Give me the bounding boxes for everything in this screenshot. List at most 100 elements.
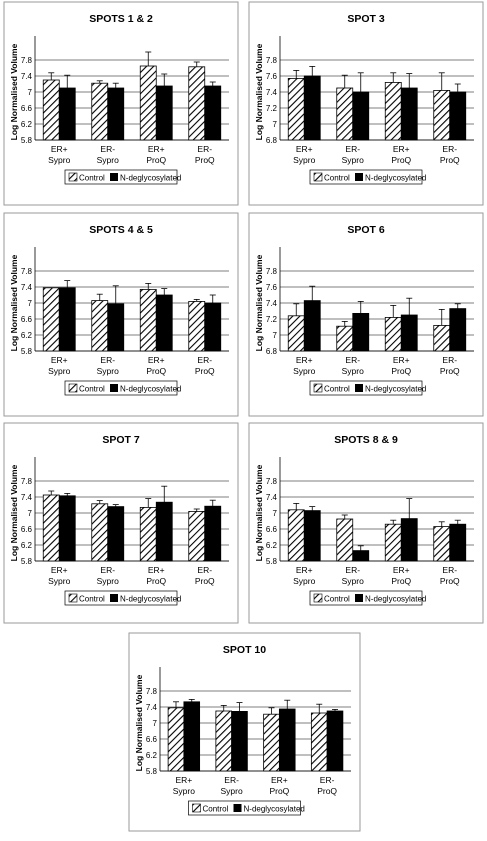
- control-bar: [384, 316, 402, 352]
- legend-label-control: Control: [324, 174, 350, 183]
- x-tick-label: Sypro: [293, 366, 315, 376]
- y-tick-label: 6.2: [146, 751, 158, 760]
- x-tick-label: Sypro: [293, 576, 315, 586]
- x-tick-label: ER+: [393, 144, 410, 154]
- legend-swatch-deglyco: [110, 173, 118, 181]
- deglyco-bar: [155, 294, 173, 352]
- y-axis-label: Log Normalised Volume: [254, 254, 264, 351]
- x-tick-label: ER+: [51, 565, 68, 575]
- y-tick-label: 7.4: [266, 299, 278, 308]
- y-tick-label: 7.8: [21, 267, 33, 276]
- x-tick-label: Sypro: [342, 366, 364, 376]
- legend-swatch-deglyco: [355, 384, 363, 392]
- control-bar: [188, 510, 206, 562]
- y-axis-label: Log Normalised Volume: [134, 674, 144, 771]
- control-bar: [263, 713, 280, 772]
- legend-label-control: Control: [79, 595, 105, 604]
- y-tick-label: 7: [273, 120, 278, 129]
- legend-swatch-control: [68, 383, 78, 393]
- x-tick-label: ProQ: [195, 155, 215, 165]
- deglyco-bar: [352, 312, 370, 352]
- deglyco-bar: [352, 91, 370, 141]
- legend-box: [309, 169, 423, 185]
- chart-title: SPOT 3: [347, 13, 385, 25]
- legend-swatch-control: [68, 172, 78, 182]
- y-tick-label: 6.8: [266, 347, 278, 356]
- x-tick-label: ER+: [271, 775, 288, 785]
- deglyco-bar: [449, 308, 467, 352]
- control-bar: [188, 300, 206, 352]
- legend-label-deglyco: N-deglycosylated: [244, 805, 305, 814]
- y-tick-label: 7: [28, 88, 33, 97]
- x-tick-label: Sypro: [48, 366, 70, 376]
- deglyco-bar: [204, 505, 222, 562]
- y-tick-label: 5.8: [21, 557, 33, 566]
- x-tick-label: ProQ: [391, 155, 411, 165]
- deglyco-bar: [107, 303, 125, 352]
- y-tick-label: 6.6: [21, 104, 33, 113]
- legend-label-control: Control: [79, 385, 105, 394]
- x-tick-label: ProQ: [440, 155, 460, 165]
- y-tick-label: 6.6: [146, 735, 158, 744]
- legend-label-control: Control: [324, 385, 350, 394]
- x-tick-label: ER-: [442, 355, 457, 365]
- x-tick-label: ProQ: [317, 786, 337, 796]
- control-bar: [188, 66, 206, 141]
- deglyco-bar: [231, 711, 248, 772]
- x-tick-label: ER-: [197, 144, 212, 154]
- legend-swatch-deglyco: [355, 594, 363, 602]
- legend-label-control: Control: [203, 805, 229, 814]
- legend-swatch-control: [313, 383, 323, 393]
- x-tick-label: ER-: [442, 144, 457, 154]
- legend-box: [64, 590, 178, 606]
- y-axis-label: Log Normalised Volume: [9, 43, 19, 140]
- y-tick-label: 7.8: [266, 267, 278, 276]
- control-bar: [287, 78, 305, 141]
- control-bar: [433, 526, 451, 562]
- deglyco-bar: [107, 506, 125, 562]
- legend-label-deglyco: N-deglycosylated: [120, 595, 181, 604]
- legend-box: [64, 380, 178, 396]
- control-bar: [336, 325, 354, 352]
- y-tick-label: 6.2: [21, 120, 33, 129]
- legend-label-deglyco: N-deglycosylated: [365, 174, 426, 183]
- control-bar: [42, 494, 60, 562]
- deglyco-bar: [449, 91, 467, 141]
- x-tick-label: Sypro: [293, 155, 315, 165]
- deglyco-bar: [303, 75, 321, 141]
- control-bar: [42, 79, 60, 141]
- control-bar: [91, 300, 109, 352]
- x-tick-label: Sypro: [97, 576, 119, 586]
- legend-label-control: Control: [79, 174, 105, 183]
- y-axis-label: Log Normalised Volume: [254, 43, 264, 140]
- chart-title: SPOT 10: [223, 644, 266, 656]
- x-tick-label: Sypro: [97, 155, 119, 165]
- control-bar: [42, 287, 60, 352]
- control-bar: [139, 65, 157, 141]
- x-tick-label: ER-: [100, 355, 115, 365]
- x-tick-label: ProQ: [146, 155, 166, 165]
- deglyco-bar: [400, 87, 418, 141]
- chart-title: SPOT 6: [347, 224, 385, 236]
- x-tick-label: ER-: [224, 775, 239, 785]
- x-tick-label: ProQ: [440, 366, 460, 376]
- x-tick-label: ER-: [100, 565, 115, 575]
- y-tick-label: 7.4: [21, 493, 33, 502]
- control-bar: [336, 87, 354, 141]
- x-tick-label: Sypro: [48, 576, 70, 586]
- deglyco-bar: [352, 550, 370, 562]
- legend-swatch-control: [192, 803, 201, 813]
- deglyco-bar: [303, 300, 321, 352]
- x-tick-label: ER-: [345, 565, 360, 575]
- x-tick-label: ProQ: [440, 576, 460, 586]
- y-tick-label: 6.2: [266, 541, 278, 550]
- x-tick-label: ER-: [100, 144, 115, 154]
- y-tick-label: 7.6: [266, 283, 278, 292]
- legend-swatch-control: [313, 172, 323, 182]
- x-tick-label: ProQ: [391, 576, 411, 586]
